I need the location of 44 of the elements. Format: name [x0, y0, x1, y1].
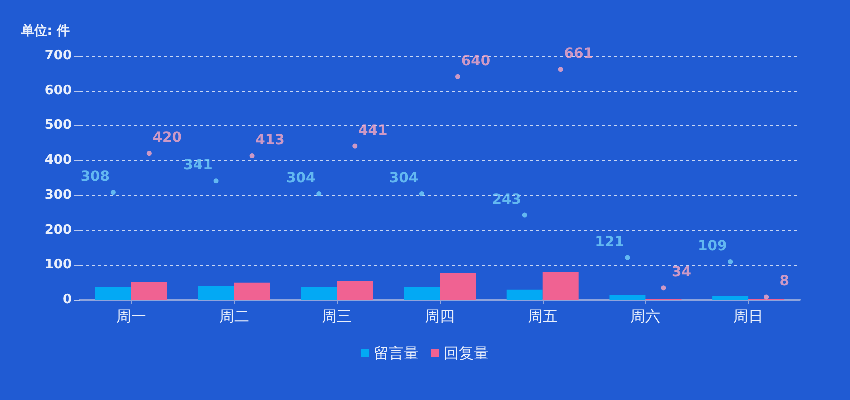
y-tick-label: 300 — [44, 188, 72, 203]
bar — [404, 287, 440, 300]
data-label: 413 — [256, 132, 285, 149]
data-label: 8 — [780, 274, 790, 290]
bar — [131, 282, 168, 300]
bar — [542, 272, 579, 300]
legend-label: 回复量 — [444, 344, 489, 362]
x-tick-label: 周四 — [425, 308, 455, 326]
data-label: 34 — [672, 264, 692, 281]
data-label: 341 — [184, 158, 213, 174]
y-tick-label: 600 — [44, 83, 72, 98]
y-tick-label: 700 — [44, 48, 72, 64]
bar — [440, 273, 476, 300]
y-tick-label: 200 — [44, 222, 72, 238]
bar — [506, 290, 543, 300]
bar — [712, 296, 749, 300]
data-label: 308 — [80, 169, 110, 186]
data-label: 304 — [389, 170, 419, 187]
data-label: 640 — [461, 53, 491, 70]
x-tick-label: 周三 — [322, 308, 352, 326]
data-label: 243 — [492, 192, 522, 208]
x-tick-label: 周五 — [528, 308, 558, 326]
data-label: 109 — [698, 238, 728, 255]
bar — [610, 295, 646, 300]
data-label: 420 — [152, 130, 182, 146]
x-tick-label: 周一 — [116, 308, 146, 326]
bar — [198, 286, 234, 300]
y-tick-label: 400 — [44, 153, 72, 168]
y-axis-title: 单位: 件 — [20, 23, 70, 39]
x-tick-label: 周日 — [734, 308, 764, 326]
bar — [301, 287, 338, 300]
data-label: 441 — [358, 122, 388, 139]
y-tick-label: 500 — [44, 118, 72, 134]
bar — [234, 282, 270, 300]
y-tick-label: 100 — [44, 258, 72, 273]
legend-label: 留言量 — [374, 344, 419, 362]
y-tick-label: 0 — [62, 292, 72, 308]
data-label: 661 — [564, 46, 594, 62]
x-tick-label: 周六 — [630, 308, 661, 326]
x-tick-label: 周二 — [219, 308, 250, 326]
bar — [337, 282, 374, 300]
data-label: 304 — [286, 170, 316, 187]
bar — [95, 287, 132, 300]
data-label: 121 — [595, 234, 624, 250]
